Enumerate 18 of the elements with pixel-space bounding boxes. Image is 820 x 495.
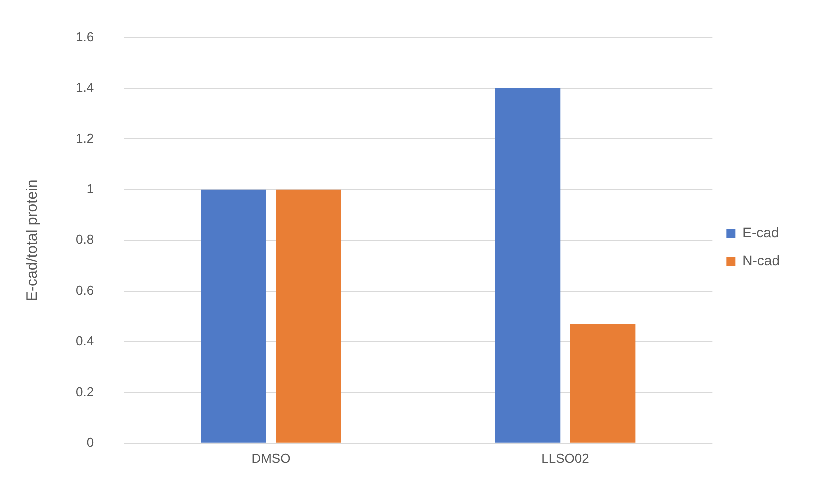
- y-tick-label: 1.2: [76, 130, 94, 146]
- y-tick-label: 1: [86, 181, 94, 196]
- bar: [570, 324, 636, 443]
- legend-label: E-cad: [742, 224, 780, 240]
- y-tick-label: 0.2: [76, 384, 94, 400]
- bar: [276, 190, 342, 443]
- x-tick-label: DMSO: [252, 450, 291, 466]
- y-tick-label: 1.6: [76, 29, 94, 44]
- y-tick-label: 0: [86, 434, 94, 450]
- x-tick-label: LLSO02: [542, 450, 590, 466]
- y-tick-label: 0.4: [76, 334, 94, 349]
- y-tick-label: 1.4: [76, 80, 94, 96]
- y-axis-title: E-cad/total protein: [24, 180, 42, 302]
- y-tick-label: 0.8: [76, 232, 94, 248]
- legend-label: N-cad: [742, 252, 780, 268]
- bar: [495, 88, 561, 443]
- bar: [201, 190, 266, 443]
- y-tick-label: 0.6: [76, 282, 94, 298]
